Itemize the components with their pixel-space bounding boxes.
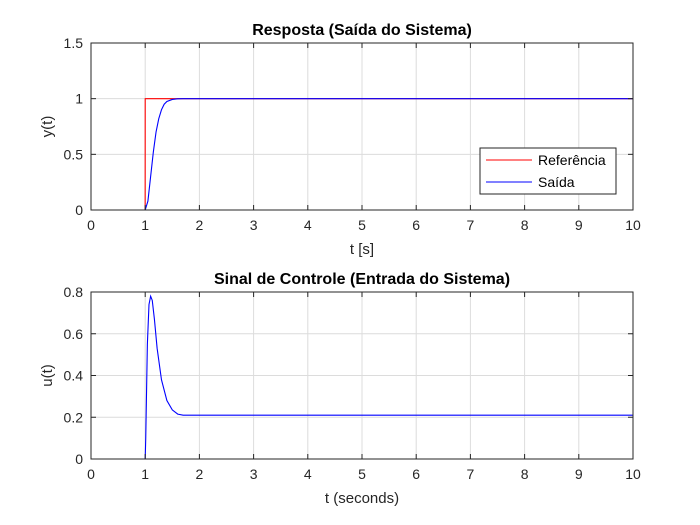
x-tick-label: 0 — [87, 217, 95, 233]
series-line-sa-da — [91, 98, 633, 211]
x-tick-label: 9 — [575, 466, 583, 482]
x-tick-label: 9 — [575, 217, 583, 233]
x-tick-label: 7 — [467, 466, 475, 482]
y-tick-label: 0.6 — [64, 326, 84, 342]
y-tick-label: 0.5 — [64, 146, 84, 162]
x-tick-label: 10 — [625, 217, 641, 233]
y-tick-label: 0.8 — [64, 284, 84, 300]
y-axis-label: u(t) — [39, 364, 56, 387]
legend: Referência Saída — [479, 147, 617, 195]
y-tick-label: 1 — [75, 91, 83, 107]
x-tick-label: 3 — [250, 466, 258, 482]
y-axis-label: y(t) — [39, 116, 56, 138]
x-tick-label: 4 — [304, 217, 312, 233]
x-tick-label: 3 — [250, 217, 258, 233]
y-tick-label: 0 — [75, 202, 83, 218]
y-tick-label: 0.4 — [64, 368, 84, 384]
x-tick-label: 1 — [141, 217, 149, 233]
x-tick-label: 6 — [412, 466, 420, 482]
x-tick-label: 2 — [196, 217, 204, 233]
chart-title: Resposta (Saída do Sistema) — [252, 22, 472, 39]
x-tick-label: 6 — [412, 217, 420, 233]
response-chart: 0 1 2 3 4 5 6 7 8 9 10 0 0.5 1 1.5 Resposta (Saída do S… — [39, 22, 641, 258]
x-tick-label: 8 — [521, 217, 529, 233]
x-tick-label: 10 — [625, 466, 641, 482]
x-tick-label: 5 — [358, 466, 366, 482]
x-tick-label: 1 — [141, 466, 149, 482]
legend-entry: Saída — [538, 174, 575, 190]
control-signal-chart: 0 1 2 3 4 5 6 7 8 9 10 0 0.2 0.4 0.6 0.8 Sinal de Contro… — [39, 271, 641, 507]
y-tick-label: 0 — [75, 451, 83, 467]
series-line-0 — [91, 294, 633, 460]
x-tick-label: 8 — [521, 466, 529, 482]
legend-box — [479, 147, 617, 195]
x-tick-label: 5 — [358, 217, 366, 233]
x-tick-label: 7 — [467, 217, 475, 233]
x-tick-label: 0 — [87, 466, 95, 482]
y-tick-label: 0.2 — [64, 409, 84, 425]
chart-title: Sinal de Controle (Entrada do Sistema) — [214, 271, 510, 288]
x-tick-label: 4 — [304, 466, 312, 482]
x-axis-label: t [s] — [350, 241, 374, 258]
legend-entry: Referência — [538, 152, 606, 168]
y-tick-label: 1.5 — [64, 35, 84, 51]
x-tick-label: 2 — [196, 466, 204, 482]
x-axis-label: t (seconds) — [325, 490, 399, 507]
